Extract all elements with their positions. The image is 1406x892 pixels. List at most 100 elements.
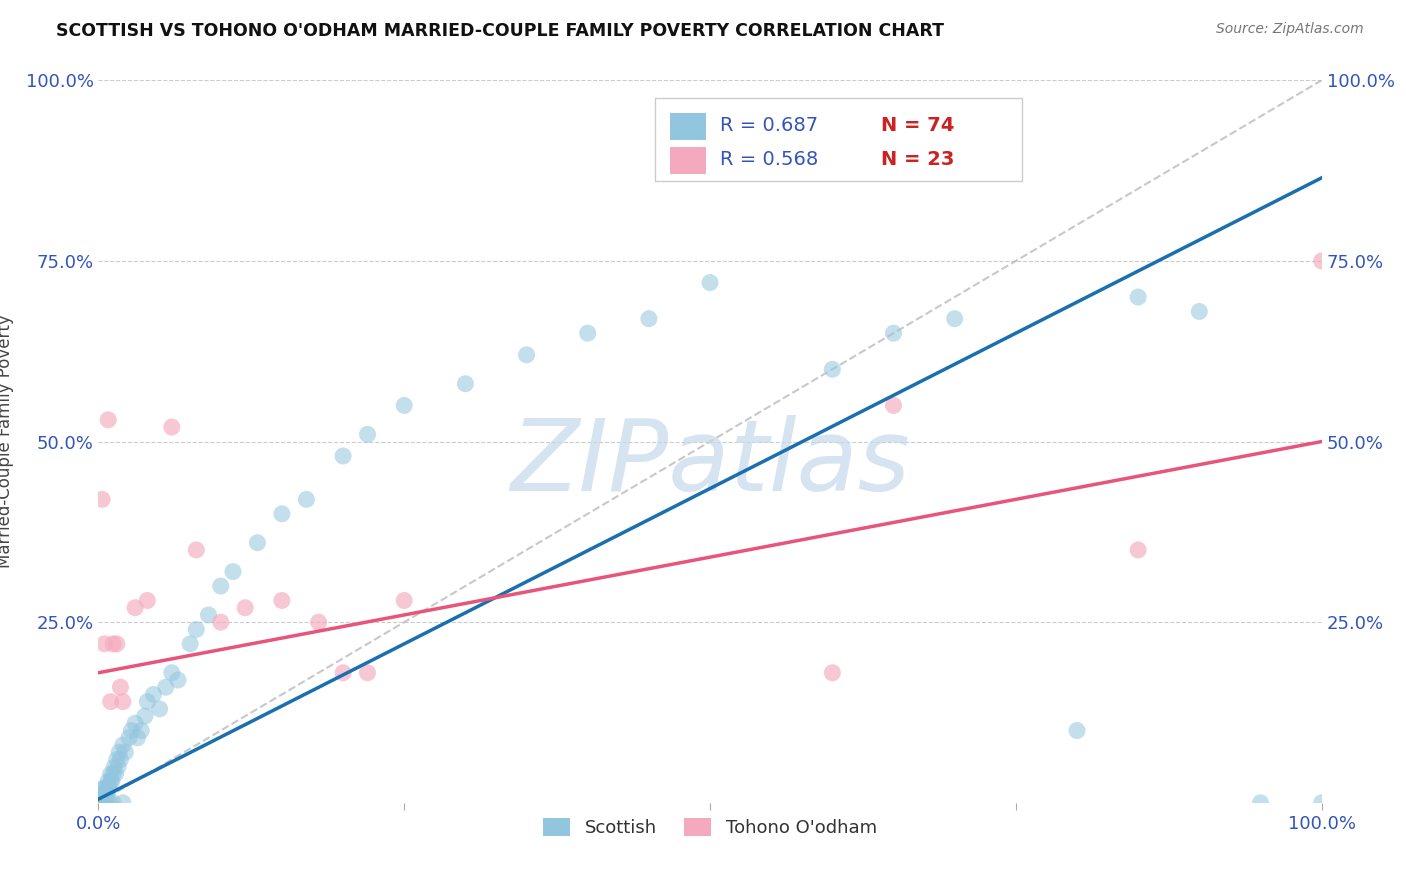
Point [97,781,120,796]
Point [149,702,172,716]
Point [186,623,208,637]
Point [136,593,159,607]
Text: ZIPatlas: ZIPatlas [510,415,910,512]
Point [91,781,114,796]
Text: SCOTTISH VS TOHONO O'ODHAM MARRIED-COUPLE FAMILY POVERTY CORRELATION CHART: SCOTTISH VS TOHONO O'ODHAM MARRIED-COUPL… [56,22,945,40]
FancyBboxPatch shape [669,147,706,174]
Point [111,738,134,752]
Point [1128,290,1150,304]
Point [308,615,330,630]
Point [883,398,905,412]
Point [104,767,127,781]
Point [233,600,256,615]
Point [97,774,120,789]
Point [356,427,378,442]
Point [160,420,183,434]
Point [124,600,146,615]
Point [98,781,121,796]
Point [155,680,177,694]
Point [124,716,146,731]
Point [167,673,190,687]
Point [129,723,152,738]
Point [515,348,537,362]
Point [186,542,208,557]
Text: R = 0.687: R = 0.687 [720,116,818,136]
Point [94,796,117,810]
Point [101,637,124,651]
Point [576,326,599,340]
Text: Source: ZipAtlas.com: Source: ZipAtlas.com [1216,22,1364,37]
Point [142,687,165,701]
Point [209,615,232,630]
Y-axis label: Married-Couple Family Poverty: Married-Couple Family Poverty [0,315,14,568]
Point [637,311,661,326]
Point [90,796,112,810]
Text: N = 74: N = 74 [882,116,955,136]
Point [89,796,111,810]
Point [270,593,294,607]
Point [90,789,112,803]
Point [179,637,201,651]
Point [1310,253,1333,268]
Point [1066,723,1088,738]
Point [89,796,111,810]
Point [943,311,966,326]
Point [222,565,245,579]
Point [883,326,905,340]
Point [105,637,128,651]
Point [91,492,114,507]
Point [120,723,142,738]
Point [91,796,114,810]
Point [270,507,294,521]
Point [111,796,134,810]
Point [100,695,122,709]
FancyBboxPatch shape [669,112,706,140]
Point [699,276,721,290]
Text: R = 0.568: R = 0.568 [720,150,818,169]
Point [94,789,117,803]
Point [98,796,121,810]
Point [97,413,120,427]
Point [110,680,132,694]
Point [93,796,115,810]
Text: N = 23: N = 23 [882,150,955,169]
Point [246,535,269,549]
Point [108,745,131,759]
Point [114,745,136,759]
Point [136,695,159,709]
Point [1188,304,1211,318]
Point [94,796,117,810]
Point [100,774,122,789]
Point [356,665,378,680]
Point [101,796,124,810]
Point [91,789,114,803]
Point [197,607,219,622]
Point [1128,542,1150,557]
Point [1310,796,1333,810]
Point [91,796,114,810]
Point [332,449,354,463]
Point [110,752,132,766]
Point [96,789,118,803]
Point [454,376,477,391]
Point [90,796,112,810]
Point [105,752,128,766]
Point [101,767,124,781]
Point [134,709,156,723]
FancyBboxPatch shape [655,98,1022,181]
Point [160,665,183,680]
Point [332,665,354,680]
Point [295,492,318,507]
Point [91,796,114,810]
Point [392,398,416,412]
Point [209,579,232,593]
Point [127,731,149,745]
Point [107,760,129,774]
Point [392,593,416,607]
Point [91,796,114,810]
Point [93,637,115,651]
Point [101,774,124,789]
Point [118,731,141,745]
Point [111,695,134,709]
Point [93,789,115,803]
